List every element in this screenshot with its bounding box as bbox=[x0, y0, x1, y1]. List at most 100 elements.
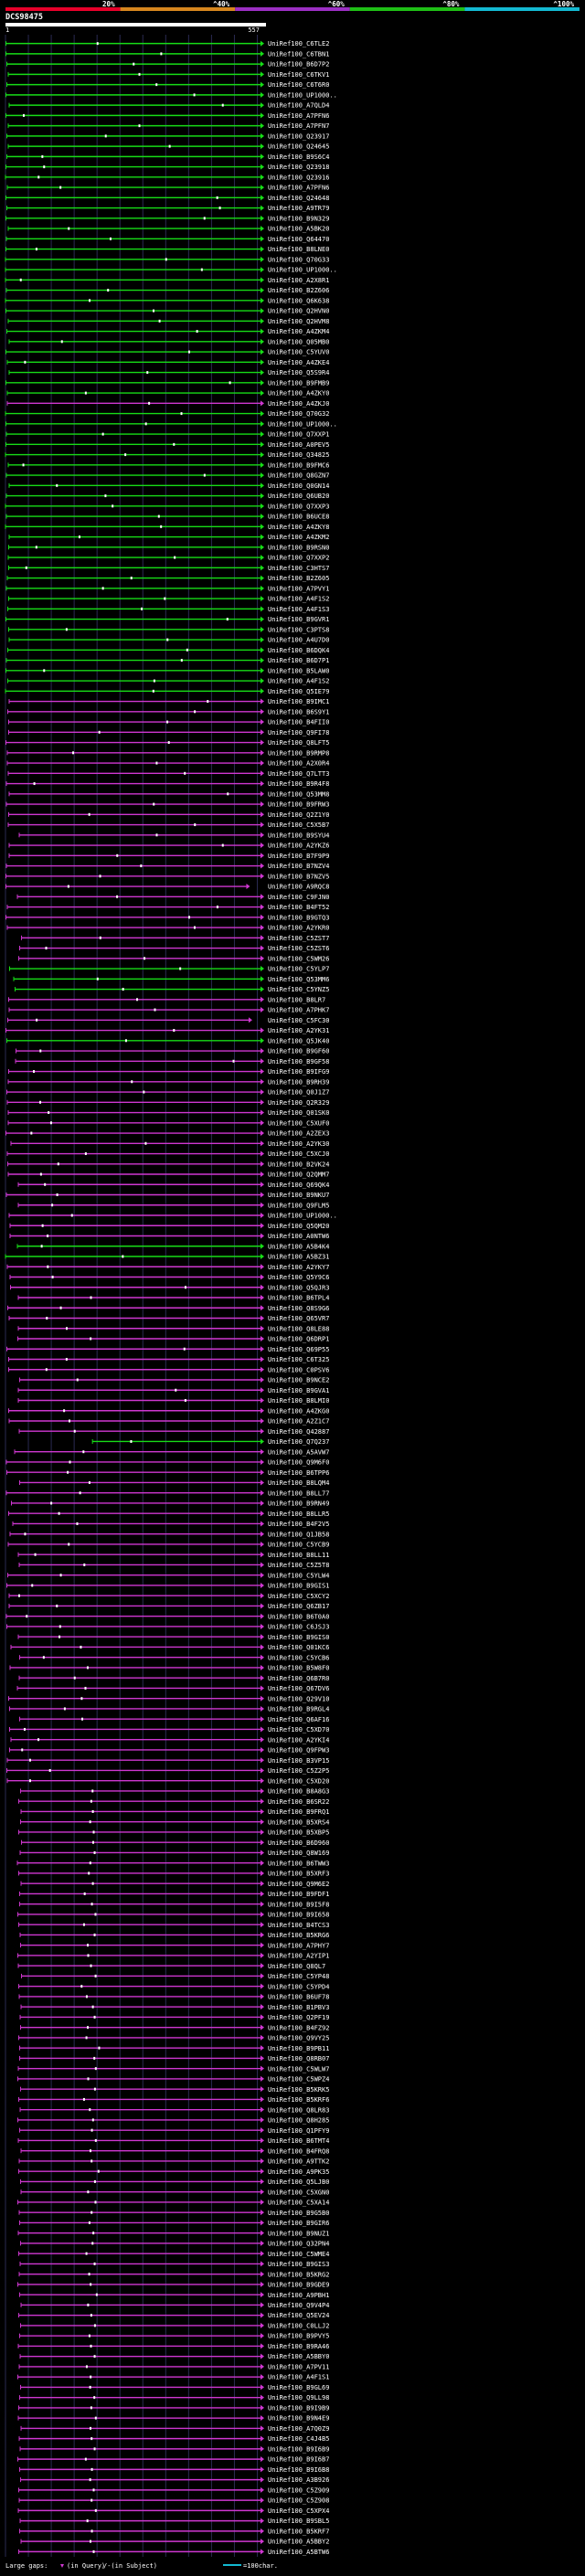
hit-label[interactable]: UniRef100_B5KRK5 bbox=[268, 2086, 329, 2094]
hit-label[interactable]: UniRef100_A2YKZ6 bbox=[268, 843, 329, 850]
hit-label[interactable]: UniRef100_C5YCB6 bbox=[268, 1654, 329, 1661]
hit-label[interactable]: UniRef100_B9RA46 bbox=[268, 2343, 329, 2350]
hit-label[interactable]: UniRef100_Q9FPW3 bbox=[268, 1747, 329, 1754]
hit-label[interactable]: UniRef100_B5KRF7 bbox=[268, 2528, 329, 2535]
hit-label[interactable]: UniRef100_C3PTS8 bbox=[268, 626, 329, 633]
hit-label[interactable]: UniRef100_A9TTK2 bbox=[268, 2158, 329, 2166]
hit-label[interactable]: UniRef100_Q6K638 bbox=[268, 297, 329, 304]
hit-label[interactable]: UniRef100_B6DQK4 bbox=[268, 647, 329, 654]
hit-label[interactable]: UniRef100_C5YLP7 bbox=[268, 966, 329, 973]
hit-label[interactable]: UniRef100_Q2QMM7 bbox=[268, 1171, 329, 1179]
hit-label[interactable]: UniRef100_Q2Z1Y0 bbox=[268, 811, 329, 819]
hit-label[interactable]: UniRef100_C6T6R0 bbox=[268, 81, 329, 89]
hit-label[interactable]: UniRef100_B9SYU4 bbox=[268, 832, 329, 839]
hit-label[interactable]: UniRef100_UP1000.. bbox=[268, 420, 337, 428]
hit-label[interactable]: UniRef100_Q8LR83 bbox=[268, 2106, 329, 2114]
hit-label[interactable]: UniRef100_Q65VR7 bbox=[268, 1315, 329, 1322]
hit-label[interactable]: UniRef100_B8A8G3 bbox=[268, 1788, 329, 1796]
hit-label[interactable]: UniRef100_A7PVY1 bbox=[268, 585, 329, 592]
hit-label[interactable]: UniRef100_B5W8F0 bbox=[268, 1665, 329, 1672]
hit-label[interactable]: UniRef100_B4FRQ8 bbox=[268, 2147, 329, 2155]
hit-label[interactable]: UniRef100_Q64470 bbox=[268, 236, 329, 243]
hit-label[interactable]: UniRef100_B2Z605 bbox=[268, 575, 329, 582]
hit-label[interactable]: UniRef100_C5X5B7 bbox=[268, 822, 329, 829]
hit-label[interactable]: UniRef100_A4ZKM2 bbox=[268, 534, 329, 541]
hit-label[interactable]: UniRef100_Q7XXP3 bbox=[268, 503, 329, 510]
hit-label[interactable]: UniRef100_B7NZV5 bbox=[268, 873, 329, 880]
hit-label[interactable]: UniRef100_Q8LE88 bbox=[268, 1325, 329, 1332]
hit-label[interactable]: UniRef100_Q23916 bbox=[268, 174, 329, 181]
hit-label[interactable]: UniRef100_A7PFN6 bbox=[268, 185, 329, 192]
hit-label[interactable]: UniRef100_C5ZST6 bbox=[268, 945, 329, 952]
hit-label[interactable]: UniRef100_B6TMT4 bbox=[268, 2137, 329, 2145]
hit-label[interactable]: UniRef100_B9GIS3 bbox=[268, 2261, 329, 2268]
hit-label[interactable]: UniRef100_Q6UB20 bbox=[268, 493, 329, 500]
hit-label[interactable]: UniRef100_B3VP15 bbox=[268, 1757, 329, 1765]
hit-label[interactable]: UniRef100_B9GIS1 bbox=[268, 1583, 329, 1590]
hit-label[interactable]: UniRef100_B8LL77 bbox=[268, 1489, 329, 1497]
hit-label[interactable]: UniRef100_Q7Q237 bbox=[268, 1438, 329, 1446]
hit-label[interactable]: UniRef100_Q34825 bbox=[268, 451, 329, 459]
hit-label[interactable]: UniRef100_B9RMP8 bbox=[268, 749, 329, 757]
hit-label[interactable]: UniRef100_Q53MM8 bbox=[268, 790, 329, 798]
hit-label[interactable]: UniRef100_A5AVW7 bbox=[268, 1448, 329, 1456]
hit-label[interactable]: UniRef100_B9RSN0 bbox=[268, 544, 329, 551]
hit-label[interactable]: UniRef100_C5XD20 bbox=[268, 1777, 329, 1785]
hit-label[interactable]: UniRef100_B6TWW3 bbox=[268, 1860, 329, 1867]
hit-label[interactable]: UniRef100_Q8QL7 bbox=[268, 1963, 325, 1970]
hit-label[interactable]: UniRef100_Q8H285 bbox=[268, 2117, 329, 2125]
hit-label[interactable]: UniRef100_B5LAW0 bbox=[268, 667, 329, 674]
hit-label[interactable]: UniRef100_C5YP48 bbox=[268, 1973, 329, 1980]
hit-label[interactable]: UniRef100_Q42887 bbox=[268, 1428, 329, 1436]
hit-label[interactable]: UniRef100_B8LQM4 bbox=[268, 1479, 329, 1487]
hit-label[interactable]: UniRef100_B4F2V5 bbox=[268, 1521, 329, 1528]
hit-label[interactable]: UniRef100_Q7XXP1 bbox=[268, 431, 329, 439]
hit-label[interactable]: UniRef100_Q0GN14 bbox=[268, 482, 329, 490]
hit-label[interactable]: UniRef100_A2YK30 bbox=[268, 1140, 329, 1148]
hit-label[interactable]: UniRef100_A4F1S1 bbox=[268, 2374, 329, 2381]
hit-label[interactable]: UniRef100_A2YKY7 bbox=[268, 1264, 329, 1271]
hit-label[interactable]: UniRef100_B5XBP5 bbox=[268, 1829, 329, 1837]
hit-label[interactable]: UniRef100_Q6B7R0 bbox=[268, 1675, 329, 1682]
hit-label[interactable]: UniRef100_B6TPL4 bbox=[268, 1295, 329, 1302]
hit-label[interactable]: UniRef100_B9PB11 bbox=[268, 2045, 329, 2052]
hit-label[interactable]: UniRef100_B4TCS3 bbox=[268, 1922, 329, 1929]
hit-label[interactable]: UniRef100_B9NUZ1 bbox=[268, 2230, 329, 2237]
hit-label[interactable]: UniRef100_A9RQC8 bbox=[268, 884, 329, 891]
hit-label[interactable]: UniRef100_B9PVY5 bbox=[268, 2333, 329, 2340]
hit-label[interactable]: UniRef100_B8LR7 bbox=[268, 996, 325, 1003]
hit-label[interactable]: UniRef100_C5XCJ0 bbox=[268, 1150, 329, 1158]
hit-label[interactable]: UniRef100_C5YUV0 bbox=[268, 349, 329, 356]
hit-label[interactable]: UniRef100_A4ZKM4 bbox=[268, 328, 329, 335]
hit-label[interactable]: UniRef100_B1PBV3 bbox=[268, 2004, 329, 2011]
hit-label[interactable]: UniRef100_B9I658 bbox=[268, 1912, 329, 1919]
hit-label[interactable]: UniRef100_B6TPP6 bbox=[268, 1469, 329, 1477]
hit-label[interactable]: UniRef100_B6UF78 bbox=[268, 1994, 329, 2001]
hit-label[interactable]: UniRef100_A7PFN7 bbox=[268, 122, 329, 130]
hit-label[interactable]: UniRef100_Q1JB58 bbox=[268, 1531, 329, 1538]
hit-label[interactable]: UniRef100_Q6ZB17 bbox=[268, 1603, 329, 1610]
hit-label[interactable]: UniRef100_Q5QJR3 bbox=[268, 1284, 329, 1291]
hit-label[interactable]: UniRef100_A2YK31 bbox=[268, 1027, 329, 1034]
hit-label[interactable]: UniRef100_C0LLJ2 bbox=[268, 2322, 329, 2329]
hit-label[interactable]: UniRef100_Q69QK4 bbox=[268, 1182, 329, 1189]
hit-label[interactable]: UniRef100_A4ZKG0 bbox=[268, 1407, 329, 1415]
hit-label[interactable]: UniRef100_A5BK20 bbox=[268, 226, 329, 233]
hit-label[interactable]: UniRef100_B9GDE9 bbox=[268, 2282, 329, 2289]
hit-label[interactable]: UniRef100_B9IFG9 bbox=[268, 1068, 329, 1076]
hit-label[interactable]: UniRef100_A2X0R4 bbox=[268, 760, 329, 768]
hit-label[interactable]: UniRef100_C5Z5T8 bbox=[268, 1562, 329, 1569]
hit-label[interactable]: UniRef100_C5Z2P5 bbox=[268, 1767, 329, 1775]
hit-label[interactable]: UniRef100_UP1000.. bbox=[268, 267, 337, 274]
hit-label[interactable]: UniRef100_C5XUF0 bbox=[268, 1119, 329, 1127]
hit-label[interactable]: UniRef100_A4ZKY8 bbox=[268, 524, 329, 531]
hit-label[interactable]: UniRef100_B9GVA1 bbox=[268, 1387, 329, 1394]
hit-label[interactable]: UniRef100_B9FMB9 bbox=[268, 379, 329, 387]
hit-label[interactable]: UniRef100_A7QLD4 bbox=[268, 102, 329, 110]
hit-label[interactable]: UniRef100_C0PSV6 bbox=[268, 1366, 329, 1373]
hit-label[interactable]: UniRef100_A5BZ31 bbox=[268, 1254, 329, 1261]
hit-label[interactable]: UniRef100_Q8W169 bbox=[268, 1850, 329, 1857]
hit-label[interactable]: UniRef100_Q24645 bbox=[268, 143, 329, 151]
hit-label[interactable]: UniRef100_Q7LTT3 bbox=[268, 770, 329, 778]
hit-label[interactable]: UniRef100_B5XRS4 bbox=[268, 1818, 329, 1826]
